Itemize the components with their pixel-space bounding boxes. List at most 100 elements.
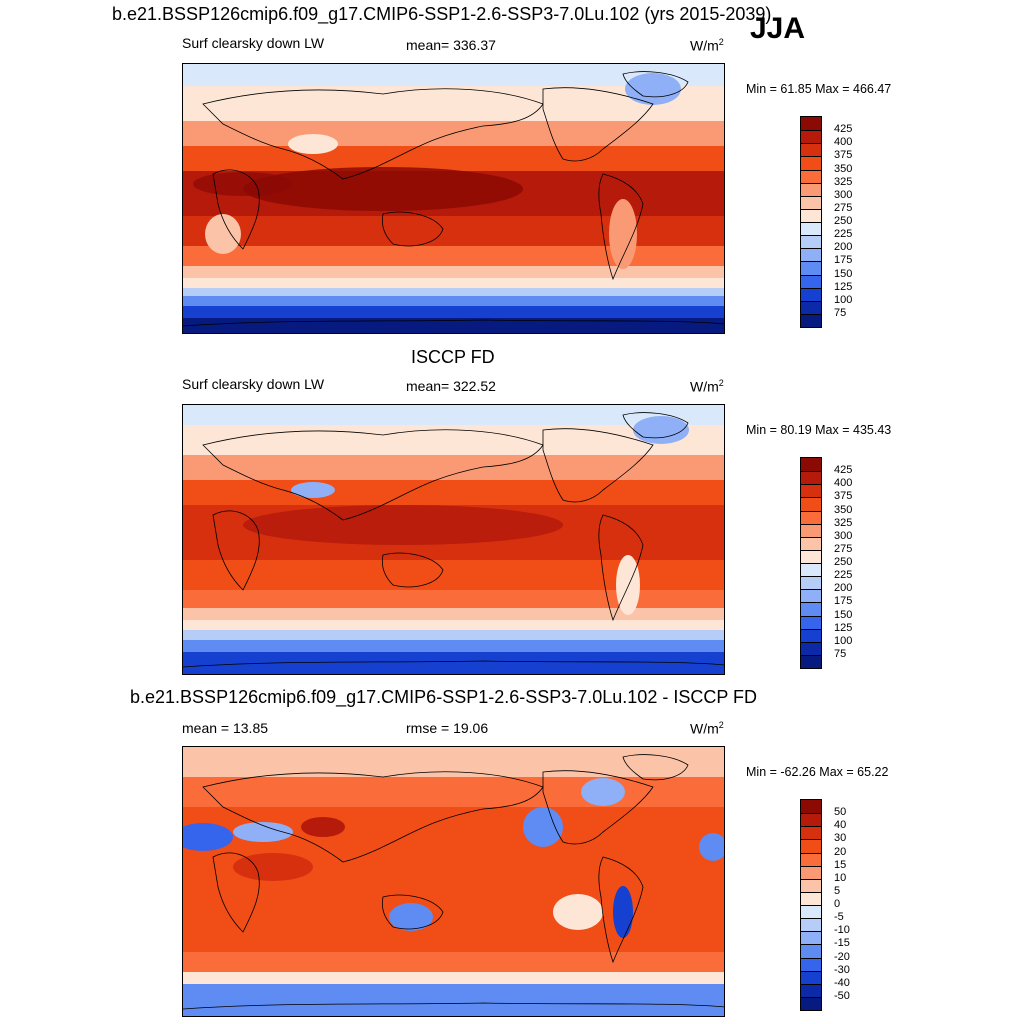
colorbar-segment	[801, 300, 821, 314]
colorbar-tick-label: -20	[834, 950, 850, 963]
panel-1-variable-label: Surf clearsky down LW	[182, 35, 325, 51]
colorbar-segment	[801, 182, 821, 196]
panel-2-minmax: Min = 80.19 Max = 435.43	[746, 423, 892, 437]
colorbar-segment	[801, 510, 821, 524]
colorbar-segment	[801, 274, 821, 288]
colorbar-segment	[801, 471, 821, 485]
colorbar-tick-label: 250	[834, 215, 853, 227]
colorbar-tick-label: 300	[834, 188, 853, 201]
colorbar-segment	[801, 497, 821, 511]
colorbar-segment	[801, 654, 821, 668]
colorbar-tick-label: 250	[834, 556, 853, 568]
colorbar-tick-label: 15	[834, 858, 847, 871]
panel-3-section-title: b.e21.BSSP126cmip6.f09_g17.CMIP6-SSP1-2.…	[130, 687, 758, 707]
colorbar-segment	[801, 878, 821, 892]
panel-3-colorbar	[800, 799, 822, 1011]
colorbar-segment	[801, 313, 821, 327]
colorbar-segment	[801, 615, 821, 629]
colorbar-tick-label: -10	[834, 924, 850, 937]
colorbar-segment	[801, 970, 821, 984]
colorbar-tick-label: 75	[834, 647, 847, 660]
colorbar-tick-label: 20	[834, 845, 847, 858]
panel-3-mean-label: mean = 13.85	[182, 720, 269, 736]
colorbar-tick-label: 50	[834, 806, 847, 819]
colorbar-tick-label: 200	[834, 241, 853, 254]
colorbar-tick-label: 325	[834, 516, 853, 529]
colorbar-tick-label: 425	[834, 123, 853, 136]
colorbar-segment	[801, 602, 821, 616]
colorbar-segment	[801, 931, 821, 945]
colorbar-segment	[801, 996, 821, 1010]
colorbar-tick-label: 225	[834, 228, 853, 241]
colorbar-segment	[801, 222, 821, 236]
colorbar-tick-label: 40	[834, 819, 847, 832]
colorbar-segment	[801, 813, 821, 827]
colorbar-segment	[801, 261, 821, 275]
colorbar-tick-label: 0	[834, 898, 841, 910]
colorbar-tick-label: 400	[834, 136, 853, 149]
main-title: b.e21.BSSP126cmip6.f09_g17.CMIP6-SSP1-2.…	[112, 4, 772, 24]
colorbar-segment	[801, 589, 821, 603]
colorbar-tick-label: -5	[834, 911, 844, 924]
colorbar-segment	[801, 208, 821, 222]
colorbar-segment	[801, 169, 821, 183]
panel-1-minmax: Min = 61.85 Max = 466.47	[746, 82, 892, 96]
colorbar-segment	[801, 957, 821, 971]
colorbar-tick-label: 125	[834, 621, 853, 634]
colorbar-segment	[801, 852, 821, 866]
panel-2-colorbar	[800, 457, 822, 669]
colorbar-tick-label: 375	[834, 149, 853, 162]
colorbar-segment	[801, 563, 821, 577]
colorbar-segment	[801, 287, 821, 301]
colorbar-segment	[801, 117, 821, 131]
colorbar-segment	[801, 865, 821, 879]
colorbar-tick-label: 100	[834, 293, 853, 306]
colorbar-tick-label: 75	[834, 306, 847, 319]
colorbar-segment	[801, 628, 821, 642]
colorbar-tick-label: 225	[834, 569, 853, 582]
colorbar-tick-label: -15	[834, 937, 850, 950]
colorbar-segment	[801, 983, 821, 997]
colorbar-tick-label: 175	[834, 595, 853, 608]
panel-3-minmax: Min = -62.26 Max = 65.22	[746, 765, 889, 779]
colorbar-tick-label: 275	[834, 542, 853, 555]
colorbar-tick-label: 150	[834, 608, 853, 621]
colorbar-segment	[801, 248, 821, 262]
colorbar-segment	[801, 235, 821, 249]
panel-1-units: W/m2	[690, 37, 724, 54]
colorbar-tick-label: 200	[834, 582, 853, 595]
colorbar-segment	[801, 800, 821, 814]
colorbar-segment	[801, 156, 821, 170]
colorbar-segment	[801, 576, 821, 590]
colorbar-tick-label: 125	[834, 280, 853, 293]
colorbar-segment	[801, 549, 821, 563]
panel-2-map	[182, 404, 725, 675]
colorbar-segment	[801, 484, 821, 498]
colorbar-segment	[801, 905, 821, 919]
colorbar-segment	[801, 130, 821, 144]
colorbar-segment	[801, 944, 821, 958]
colorbar-tick-label: 350	[834, 162, 853, 175]
colorbar-tick-label: 275	[834, 201, 853, 214]
colorbar-segment	[801, 458, 821, 472]
panel-2-variable-label: Surf clearsky down LW	[182, 376, 325, 392]
colorbar-segment	[801, 918, 821, 932]
colorbar-tick-label: 425	[834, 464, 853, 477]
colorbar-tick-label: 175	[834, 254, 853, 267]
season-label: JJA	[750, 12, 806, 45]
panel-1-mean-label: mean= 336.37	[406, 37, 496, 53]
panel-3-rmse-label: rmse = 19.06	[406, 720, 489, 736]
panel-2-mean-label: mean= 322.52	[406, 378, 496, 394]
colorbar-segment	[801, 195, 821, 209]
colorbar-tick-label: 325	[834, 175, 853, 188]
colorbar-tick-label: 100	[834, 634, 853, 647]
panel-1-map	[182, 63, 725, 334]
colorbar-tick-label: -50	[834, 989, 850, 1002]
colorbar-segment	[801, 143, 821, 157]
colorbar-tick-label: 400	[834, 477, 853, 490]
colorbar-tick-label: 375	[834, 490, 853, 503]
panel-3-units: W/m2	[690, 720, 724, 737]
colorbar-segment	[801, 523, 821, 537]
colorbar-segment	[801, 839, 821, 853]
colorbar-tick-label: 10	[834, 871, 847, 884]
